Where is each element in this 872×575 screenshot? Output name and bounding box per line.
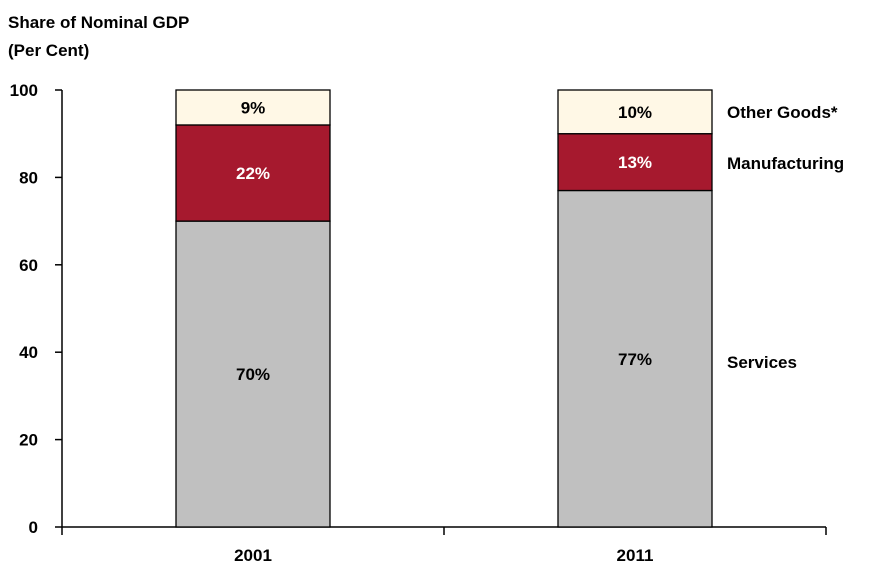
- y-tick-label: 100: [10, 81, 38, 100]
- data-label: 10%: [618, 103, 652, 122]
- series-label: Manufacturing: [727, 154, 844, 173]
- data-labels: 70% 22% 9% 77% 13% 10%: [236, 98, 652, 384]
- bar-segment: [557, 133, 713, 192]
- series-labels: Services Manufacturing Other Goods*: [727, 103, 844, 372]
- data-label: 22%: [236, 164, 270, 183]
- y-tick-label: 60: [19, 256, 38, 275]
- data-label: 9%: [241, 98, 266, 117]
- series-label: Other Goods*: [727, 103, 838, 122]
- y-tick-label: 0: [29, 518, 38, 537]
- y-tick-label: 80: [19, 168, 38, 187]
- data-label: 70%: [236, 365, 270, 384]
- bars: [175, 89, 713, 528]
- y-tick-label: 20: [19, 431, 38, 450]
- bar-segment: [175, 220, 331, 528]
- data-label: 77%: [618, 350, 652, 369]
- x-category-label: 2011: [617, 546, 654, 565]
- bar-segment: [175, 89, 331, 126]
- bar-segment: [175, 124, 331, 222]
- y-axis-label-line-2: (Per Cent): [8, 41, 89, 60]
- y-tick-label: 40: [19, 343, 38, 362]
- data-label: 13%: [618, 153, 652, 172]
- bar-segment: [557, 89, 713, 135]
- bar-segment: [557, 189, 713, 528]
- series-label: Services: [727, 353, 797, 372]
- y-axis-label-line-1: Share of Nominal GDP: [8, 13, 189, 32]
- x-category-label: 2001: [234, 546, 272, 565]
